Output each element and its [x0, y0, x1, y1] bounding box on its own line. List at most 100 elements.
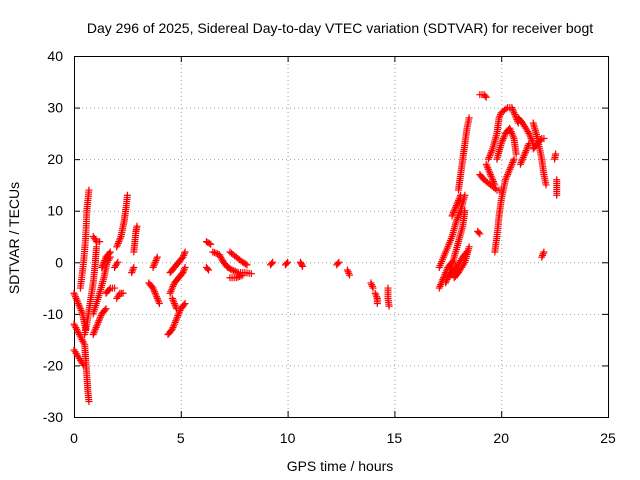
- data-point: [180, 251, 188, 259]
- data-point: [527, 135, 535, 143]
- data-point: [116, 234, 124, 242]
- data-point: [115, 238, 123, 246]
- data-point: [101, 306, 109, 314]
- data-point: [475, 229, 483, 237]
- axes: 0 5 10 15 20 25 -30 -20 -10 0 10 20 30 40: [43, 48, 616, 446]
- data-point: [456, 193, 464, 201]
- y-tick-label: 10: [47, 203, 63, 219]
- data-point: [516, 160, 524, 168]
- data-point: [538, 253, 546, 261]
- data-point: [484, 165, 492, 173]
- data-point: [181, 263, 189, 271]
- data-point: [508, 129, 516, 137]
- data-point: [437, 281, 445, 289]
- data-point: [526, 133, 534, 141]
- data-point: [539, 250, 547, 258]
- data-point: [111, 284, 119, 292]
- data-point: [105, 285, 113, 293]
- data-point: [89, 330, 97, 338]
- data-point: [173, 305, 181, 313]
- data-point: [465, 243, 473, 251]
- data-point: [152, 291, 160, 299]
- data-point: [529, 138, 537, 146]
- data-point: [128, 269, 136, 277]
- data-point: [343, 266, 351, 274]
- data-point: [448, 212, 456, 220]
- data-point: [218, 255, 226, 263]
- data-point: [210, 249, 218, 257]
- data-point: [181, 300, 189, 308]
- data-point: [180, 267, 188, 275]
- data-point: [98, 262, 106, 270]
- data-point: [499, 135, 507, 143]
- y-tick-label: 0: [55, 254, 63, 270]
- data-point: [335, 258, 343, 266]
- data-point: [504, 169, 512, 177]
- data-point: [167, 288, 175, 296]
- data-point: [169, 282, 177, 290]
- data-point: [454, 214, 462, 222]
- data-point: [460, 260, 468, 268]
- data-point: [509, 131, 517, 139]
- data-point: [232, 274, 240, 282]
- data-point: [102, 305, 110, 313]
- data-point: [540, 248, 548, 256]
- data-point: [368, 282, 376, 290]
- x-tick-label: 25: [600, 430, 616, 446]
- data-point: [205, 239, 213, 247]
- data-point: [501, 176, 509, 184]
- data-point: [73, 296, 81, 304]
- data-point: [452, 203, 460, 211]
- data-point: [385, 302, 393, 310]
- y-axis-label: SDTVAR / TECUs: [6, 182, 22, 294]
- data-point: [552, 150, 560, 158]
- data-point: [150, 286, 158, 294]
- data-point: [500, 133, 508, 141]
- data-point: [171, 301, 179, 309]
- y-tick-label: 30: [47, 100, 63, 116]
- data-point: [521, 150, 529, 158]
- data-point: [537, 136, 545, 144]
- data-point: [114, 258, 122, 266]
- data-point: [96, 313, 104, 321]
- data-point: [153, 255, 161, 263]
- data-point: [486, 169, 494, 177]
- data-point: [116, 236, 124, 244]
- data-point: [489, 176, 497, 184]
- data-point: [495, 114, 503, 122]
- data-point: [455, 195, 463, 203]
- data-point: [517, 159, 525, 167]
- data-point: [99, 260, 107, 268]
- data-point: [510, 109, 518, 117]
- data-point: [484, 155, 492, 163]
- data-point: [371, 289, 379, 297]
- data-point: [520, 152, 528, 160]
- data-point: [511, 110, 519, 118]
- data-point: [524, 141, 532, 149]
- data-point: [509, 159, 517, 167]
- data-point: [525, 140, 533, 148]
- data-point: [70, 289, 78, 297]
- x-tick-label: 15: [387, 430, 403, 446]
- data-point: [451, 205, 459, 213]
- data-point: [499, 136, 507, 144]
- data-point: [485, 153, 493, 161]
- data-point: [168, 284, 176, 292]
- x-tick-label: 0: [70, 430, 78, 446]
- data-point: [247, 270, 255, 278]
- data-point: [538, 251, 546, 259]
- data-point: [180, 301, 188, 309]
- data-point: [482, 160, 490, 168]
- data-point: [71, 293, 79, 301]
- data-point: [153, 253, 161, 261]
- data-point: [523, 145, 531, 153]
- data-point: [461, 207, 469, 215]
- y-tick-label: -20: [43, 357, 63, 373]
- data-point: [173, 313, 181, 321]
- data-point: [526, 131, 534, 139]
- data-point: [170, 320, 178, 328]
- x-tick-label: 10: [280, 430, 296, 446]
- data-point: [228, 266, 236, 274]
- data-point: [123, 191, 131, 199]
